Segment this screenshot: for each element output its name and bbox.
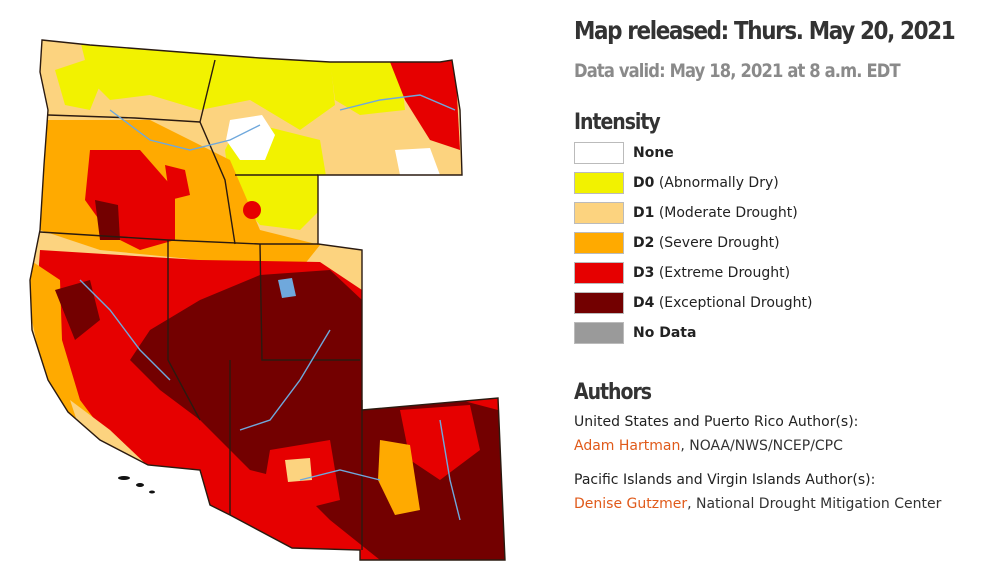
drought-map (29, 39, 506, 561)
legend-swatch (574, 232, 624, 254)
map-released-heading: Map released: Thurs. May 20, 2021 (574, 16, 956, 45)
author-org: , National Drought Mitigation Center (687, 496, 942, 512)
legend-code: D2 (633, 235, 655, 251)
intensity-heading: Intensity (574, 110, 661, 135)
legend-swatch (574, 292, 624, 314)
legend-code: D1 (633, 205, 655, 221)
legend-code: None (633, 145, 674, 161)
legend-desc: (Severe Drought) (654, 235, 780, 251)
legend-code: D0 (633, 175, 655, 191)
us-authors-line: Adam Hartman, NOAA/NWS/NCEP/CPC (574, 438, 843, 454)
legend-swatch (574, 202, 624, 224)
legend-desc: (Moderate Drought) (654, 205, 798, 221)
legend-code: No Data (633, 325, 697, 341)
us-authors-label: United States and Puerto Rico Author(s): (574, 414, 859, 430)
legend-code: D3 (633, 265, 655, 281)
legend-desc: (Extreme Drought) (654, 265, 791, 281)
rivers (79, 94, 461, 521)
info-panel: Map released: Thurs. May 20, 2021 Data v… (574, 0, 984, 564)
legend-code: D4 (633, 295, 655, 311)
drought-fill (30, 40, 505, 560)
pacific-authors-line: Denise Gutzmer, National Drought Mitigat… (574, 496, 941, 512)
legend-swatch (574, 172, 624, 194)
legend-desc: (Abnormally Dry) (654, 175, 779, 191)
legend-desc: (Exceptional Drought) (654, 295, 813, 311)
pacific-authors-label: Pacific Islands and Virgin Islands Autho… (574, 472, 876, 488)
author-link-denise-gutzmer[interactable]: Denise Gutzmer (574, 496, 688, 512)
author-org: , NOAA/NWS/NCEP/CPC (680, 438, 843, 454)
legend-swatch (574, 262, 624, 284)
author-link-adam-hartman[interactable]: Adam Hartman (574, 438, 681, 454)
authors-heading: Authors (574, 380, 652, 405)
channel-islands (118, 476, 155, 494)
data-valid-subheading: Data valid: May 18, 2021 at 8 a.m. EDT (574, 60, 901, 82)
legend-swatch (574, 142, 624, 164)
legend-swatch (574, 322, 624, 344)
